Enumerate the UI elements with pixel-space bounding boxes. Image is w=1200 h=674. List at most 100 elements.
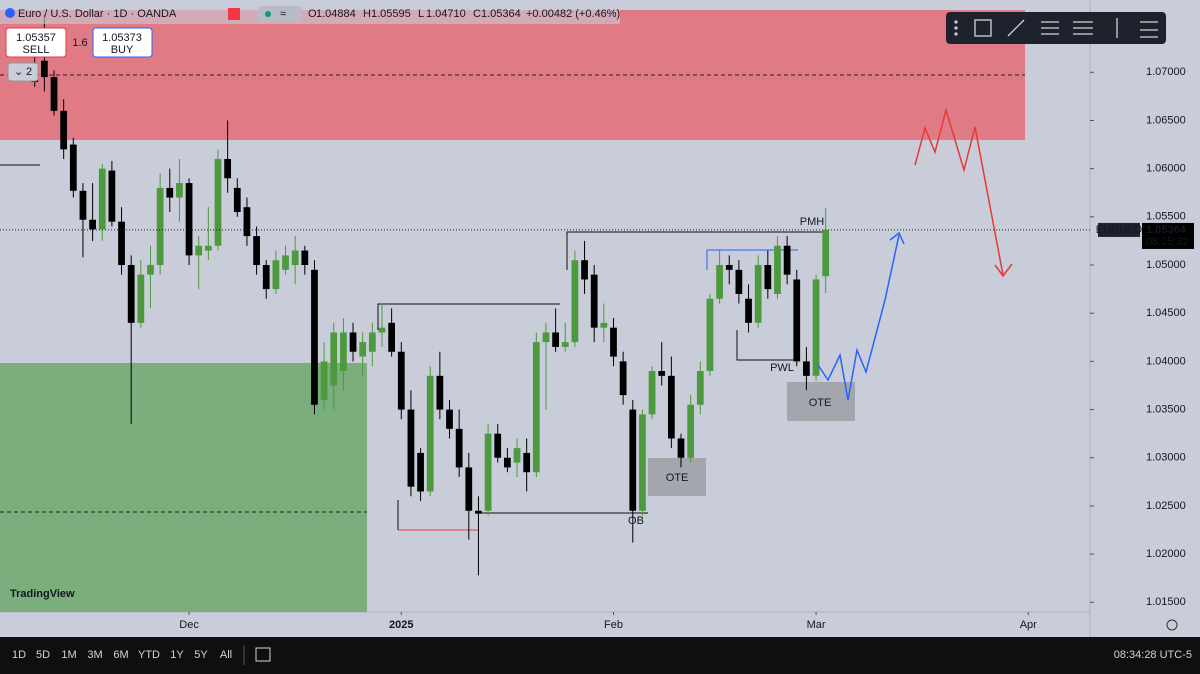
range-button[interactable]: All — [220, 649, 232, 661]
candle-body — [542, 332, 550, 343]
candle-body — [561, 342, 569, 347]
candle-body — [600, 322, 608, 328]
wave-icon: ≈ — [280, 8, 286, 20]
x-tick-label: Mar — [807, 619, 826, 631]
candle-body — [320, 361, 328, 400]
candle-body — [89, 219, 96, 230]
candle-body — [764, 265, 772, 290]
symbol-icon — [5, 8, 15, 18]
indicators-toggle[interactable] — [7, 62, 39, 82]
candle-body — [233, 187, 241, 213]
candle-body — [677, 438, 685, 458]
y-tick-label: 1.04500 — [1146, 307, 1186, 319]
candle-body — [378, 327, 386, 333]
candle-body — [552, 332, 559, 347]
toolbar-icons[interactable] — [954, 18, 1158, 38]
sell-button[interactable] — [5, 27, 67, 58]
candle-body — [774, 245, 781, 294]
candle-body — [397, 351, 405, 410]
range-button[interactable]: 3M — [87, 649, 102, 661]
candle-body — [610, 327, 617, 357]
y-tick-label: 1.06500 — [1146, 114, 1186, 126]
candle-body — [571, 260, 579, 343]
change: +0.00482 (+0.46%) — [526, 8, 620, 20]
candle-body — [147, 265, 154, 275]
buy-button[interactable] — [92, 27, 153, 58]
demand-zone — [0, 363, 367, 612]
ote-box — [648, 458, 706, 496]
candle-body — [224, 159, 232, 179]
status-icon — [228, 8, 240, 20]
range-button[interactable]: 1D — [12, 649, 26, 661]
candle-body — [581, 260, 588, 280]
indicator-pill — [258, 6, 302, 22]
candle-body — [69, 144, 77, 191]
ohlc-key: H — [363, 8, 371, 20]
candle-body — [639, 414, 646, 511]
annotation: OB — [628, 515, 644, 527]
indicator-count[interactable]: 2 — [26, 66, 32, 78]
y-tick-label: 1.03500 — [1146, 403, 1186, 415]
calendar-icon[interactable] — [255, 647, 271, 662]
candle-body — [513, 448, 521, 463]
y-tick-label: 1.03000 — [1146, 452, 1186, 464]
candle-body — [291, 250, 299, 266]
symbol-title: Euro / U.S. Dollar · 1D · OANDA — [18, 8, 177, 20]
candle-body — [725, 265, 733, 270]
candle-body — [79, 190, 87, 220]
candle-body — [349, 332, 357, 352]
ote-box — [787, 382, 855, 421]
range-button[interactable]: 6M — [113, 649, 128, 661]
candle-body — [359, 342, 367, 357]
y-tick-label: 1.05000 — [1146, 259, 1186, 271]
price-tag-label: 1.05364 — [1146, 224, 1187, 236]
sell-label[interactable]: SELL — [23, 44, 50, 56]
settings-icon[interactable] — [1166, 619, 1178, 631]
candle-body — [311, 269, 318, 405]
candle-body — [176, 183, 183, 198]
range-button[interactable]: 1Y — [170, 649, 184, 661]
clock: 08:34:28 UTC-5 — [1114, 649, 1192, 661]
candle-body — [619, 361, 627, 396]
range-button[interactable]: 5Y — [194, 649, 208, 661]
range-button[interactable]: YTD — [138, 649, 160, 661]
structure-lines — [0, 164, 828, 530]
candle-body — [426, 375, 434, 492]
x-tick-label: Apr — [1020, 619, 1037, 631]
candle-body — [793, 279, 801, 362]
candle-body — [60, 110, 68, 150]
candle-body — [253, 236, 260, 266]
bottom-toolbar — [0, 637, 1200, 674]
sell-price[interactable]: 1.05357 — [16, 32, 56, 44]
candle-body — [417, 452, 424, 492]
candle-body — [185, 183, 193, 256]
range-buttons: 1D 5D 1M 3M 6M YTD 1Y 5Y All — [12, 649, 232, 661]
candle-body — [523, 452, 531, 473]
chevron[interactable]: ⌄ — [14, 66, 23, 78]
x-tick-label: Dec — [179, 619, 199, 631]
candle-body — [108, 170, 116, 222]
candle-body — [436, 375, 444, 410]
candle-body — [340, 332, 347, 372]
symbol-tag — [1098, 222, 1140, 237]
bearish-projection — [914, 107, 1004, 276]
candle-body — [446, 409, 453, 429]
candle-body — [166, 187, 174, 198]
ohlc-value: 1.05364 — [481, 8, 521, 20]
candle-body — [822, 229, 830, 277]
candle-body — [494, 433, 502, 458]
candle-body — [658, 371, 666, 376]
candle-body — [301, 250, 309, 266]
buy-label[interactable]: BUY — [111, 44, 134, 56]
price-tag — [1142, 222, 1194, 249]
candle-body — [330, 332, 338, 386]
range-button[interactable]: 1M — [61, 649, 76, 661]
symbol-tag-label: EURUSD — [1096, 224, 1143, 236]
candle-body — [754, 265, 762, 323]
ohlc-value: 1.04710 — [426, 8, 466, 20]
annotation: PWL — [770, 362, 794, 374]
range-button[interactable]: 5D — [36, 649, 50, 661]
candle-body — [262, 265, 270, 290]
buy-price[interactable]: 1.05373 — [102, 32, 142, 44]
